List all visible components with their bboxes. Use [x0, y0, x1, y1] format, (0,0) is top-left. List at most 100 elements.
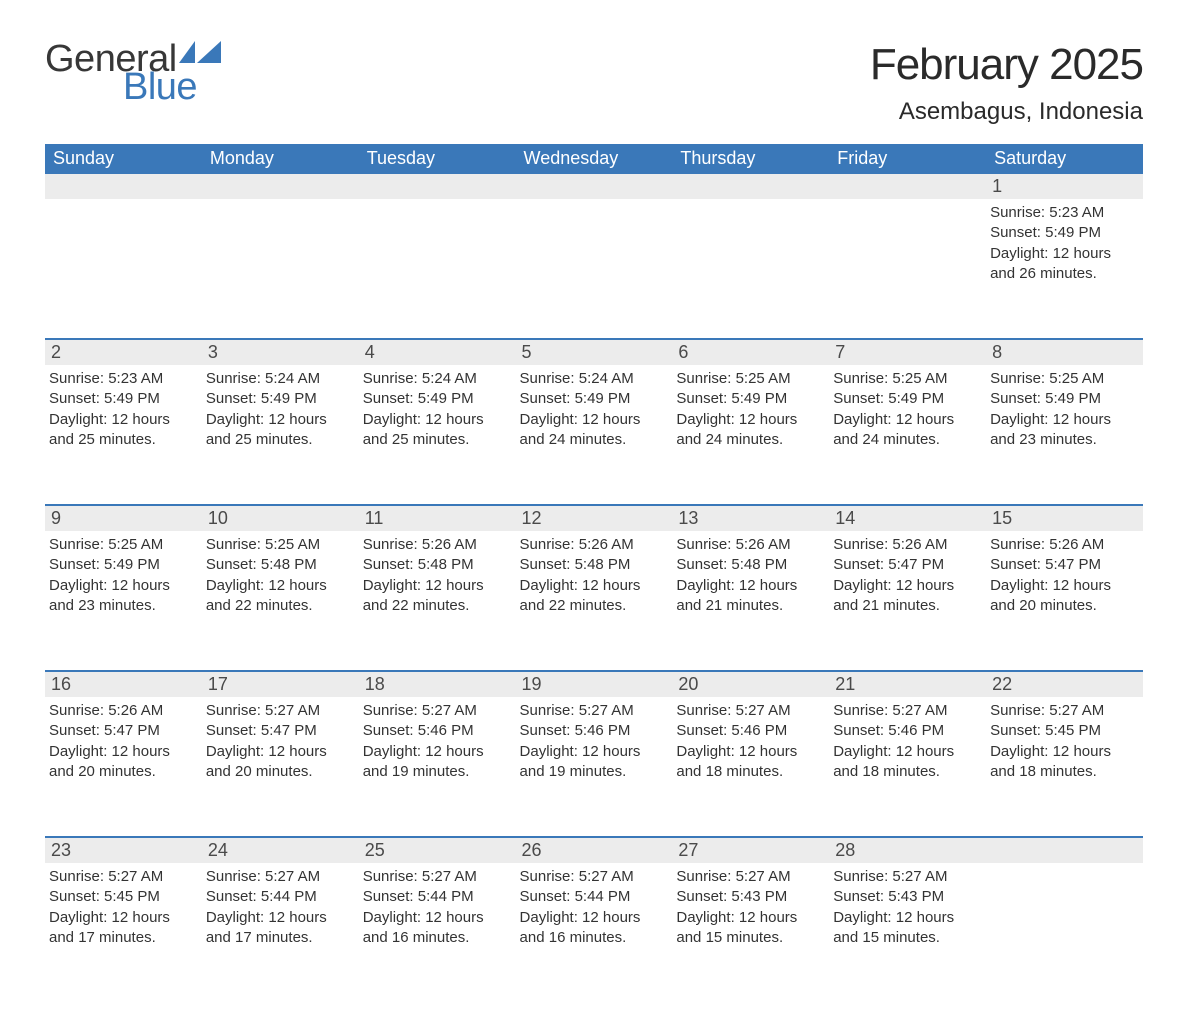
logo-flag-icon — [179, 41, 221, 63]
daylight-line-2: and 22 minutes. — [206, 596, 353, 616]
title-block: February 2025 Asembagus, Indonesia — [870, 40, 1143, 126]
daylight-line-2: and 16 minutes. — [520, 928, 667, 948]
weekday-header: Tuesday — [359, 144, 516, 174]
day-content-cell: Sunrise: 5:27 AMSunset: 5:44 PMDaylight:… — [202, 863, 359, 1003]
day-content-cell: Sunrise: 5:27 AMSunset: 5:46 PMDaylight:… — [672, 697, 829, 837]
day-content-cell: Sunrise: 5:25 AMSunset: 5:48 PMDaylight:… — [202, 531, 359, 671]
sunset-line: Sunset: 5:49 PM — [520, 389, 667, 409]
week-content-row: Sunrise: 5:27 AMSunset: 5:45 PMDaylight:… — [45, 863, 1143, 1003]
sunrise-line: Sunrise: 5:23 AM — [990, 203, 1137, 223]
sunset-line: Sunset: 5:48 PM — [363, 555, 510, 575]
day-content-cell — [202, 199, 359, 339]
sunrise-line: Sunrise: 5:24 AM — [520, 369, 667, 389]
daylight-line-2: and 19 minutes. — [363, 762, 510, 782]
day-content-cell: Sunrise: 5:27 AMSunset: 5:47 PMDaylight:… — [202, 697, 359, 837]
sunrise-line: Sunrise: 5:27 AM — [520, 867, 667, 887]
sunset-line: Sunset: 5:47 PM — [990, 555, 1137, 575]
sunrise-line: Sunrise: 5:27 AM — [833, 867, 980, 887]
day-number-cell: 20 — [672, 671, 829, 697]
sunset-line: Sunset: 5:43 PM — [833, 887, 980, 907]
day-number-cell: 10 — [202, 505, 359, 531]
daylight-line-2: and 15 minutes. — [676, 928, 823, 948]
sunrise-line: Sunrise: 5:27 AM — [833, 701, 980, 721]
daylight-line-1: Daylight: 12 hours — [49, 410, 196, 430]
daylight-line-1: Daylight: 12 hours — [833, 742, 980, 762]
week-content-row: Sunrise: 5:23 AMSunset: 5:49 PMDaylight:… — [45, 365, 1143, 505]
weekday-header: Friday — [829, 144, 986, 174]
day-content-cell: Sunrise: 5:24 AMSunset: 5:49 PMDaylight:… — [202, 365, 359, 505]
day-number-cell: 17 — [202, 671, 359, 697]
day-number-cell — [45, 174, 202, 200]
day-number-cell: 18 — [359, 671, 516, 697]
day-content-cell: Sunrise: 5:27 AMSunset: 5:46 PMDaylight:… — [516, 697, 673, 837]
sunset-line: Sunset: 5:49 PM — [833, 389, 980, 409]
weekday-header-row: SundayMondayTuesdayWednesdayThursdayFrid… — [45, 144, 1143, 174]
day-number-cell: 3 — [202, 339, 359, 365]
week-content-row: Sunrise: 5:25 AMSunset: 5:49 PMDaylight:… — [45, 531, 1143, 671]
day-content-cell: Sunrise: 5:26 AMSunset: 5:48 PMDaylight:… — [516, 531, 673, 671]
daylight-line-2: and 26 minutes. — [990, 264, 1137, 284]
sunrise-line: Sunrise: 5:27 AM — [49, 867, 196, 887]
daylight-line-2: and 23 minutes. — [49, 596, 196, 616]
sunrise-line: Sunrise: 5:24 AM — [206, 369, 353, 389]
daylight-line-2: and 24 minutes. — [676, 430, 823, 450]
daylight-line-1: Daylight: 12 hours — [676, 576, 823, 596]
day-content-cell: Sunrise: 5:27 AMSunset: 5:45 PMDaylight:… — [986, 697, 1143, 837]
day-number-cell: 13 — [672, 505, 829, 531]
sunset-line: Sunset: 5:49 PM — [990, 223, 1137, 243]
day-number-cell — [516, 174, 673, 200]
sunset-line: Sunset: 5:44 PM — [206, 887, 353, 907]
day-content-cell — [986, 863, 1143, 1003]
daylight-line-2: and 20 minutes. — [990, 596, 1137, 616]
logo: General Blue — [45, 40, 221, 106]
daylight-line-1: Daylight: 12 hours — [206, 410, 353, 430]
sunrise-line: Sunrise: 5:25 AM — [206, 535, 353, 555]
week-content-row: Sunrise: 5:23 AMSunset: 5:49 PMDaylight:… — [45, 199, 1143, 339]
daylight-line-2: and 18 minutes. — [990, 762, 1137, 782]
sunset-line: Sunset: 5:45 PM — [990, 721, 1137, 741]
sunrise-line: Sunrise: 5:27 AM — [363, 867, 510, 887]
weekday-header: Monday — [202, 144, 359, 174]
weekday-header: Thursday — [672, 144, 829, 174]
daylight-line-2: and 23 minutes. — [990, 430, 1137, 450]
week-daynum-row: 9101112131415 — [45, 505, 1143, 531]
day-number-cell: 28 — [829, 837, 986, 863]
daylight-line-2: and 25 minutes. — [49, 430, 196, 450]
sunrise-line: Sunrise: 5:25 AM — [676, 369, 823, 389]
sunrise-line: Sunrise: 5:26 AM — [49, 701, 196, 721]
daylight-line-2: and 24 minutes. — [520, 430, 667, 450]
day-number-cell: 12 — [516, 505, 673, 531]
sunset-line: Sunset: 5:48 PM — [676, 555, 823, 575]
daylight-line-2: and 18 minutes. — [833, 762, 980, 782]
day-number-cell: 27 — [672, 837, 829, 863]
daylight-line-1: Daylight: 12 hours — [520, 410, 667, 430]
week-daynum-row: 16171819202122 — [45, 671, 1143, 697]
daylight-line-1: Daylight: 12 hours — [990, 244, 1137, 264]
day-content-cell: Sunrise: 5:24 AMSunset: 5:49 PMDaylight:… — [516, 365, 673, 505]
daylight-line-2: and 17 minutes. — [49, 928, 196, 948]
day-content-cell: Sunrise: 5:26 AMSunset: 5:48 PMDaylight:… — [359, 531, 516, 671]
day-number-cell: 4 — [359, 339, 516, 365]
sunset-line: Sunset: 5:49 PM — [990, 389, 1137, 409]
daylight-line-1: Daylight: 12 hours — [833, 576, 980, 596]
daylight-line-2: and 24 minutes. — [833, 430, 980, 450]
day-number-cell: 15 — [986, 505, 1143, 531]
day-number-cell: 7 — [829, 339, 986, 365]
sunset-line: Sunset: 5:49 PM — [676, 389, 823, 409]
day-content-cell: Sunrise: 5:25 AMSunset: 5:49 PMDaylight:… — [829, 365, 986, 505]
daylight-line-1: Daylight: 12 hours — [363, 410, 510, 430]
daylight-line-1: Daylight: 12 hours — [990, 576, 1137, 596]
sunrise-line: Sunrise: 5:27 AM — [206, 701, 353, 721]
day-content-cell: Sunrise: 5:27 AMSunset: 5:44 PMDaylight:… — [359, 863, 516, 1003]
day-content-cell: Sunrise: 5:23 AMSunset: 5:49 PMDaylight:… — [986, 199, 1143, 339]
day-content-cell — [829, 199, 986, 339]
week-daynum-row: 232425262728 — [45, 837, 1143, 863]
day-content-cell — [516, 199, 673, 339]
weekday-header: Sunday — [45, 144, 202, 174]
daylight-line-2: and 20 minutes. — [206, 762, 353, 782]
daylight-line-1: Daylight: 12 hours — [363, 576, 510, 596]
day-number-cell: 8 — [986, 339, 1143, 365]
day-number-cell — [202, 174, 359, 200]
day-content-cell: Sunrise: 5:26 AMSunset: 5:48 PMDaylight:… — [672, 531, 829, 671]
sunrise-line: Sunrise: 5:25 AM — [990, 369, 1137, 389]
